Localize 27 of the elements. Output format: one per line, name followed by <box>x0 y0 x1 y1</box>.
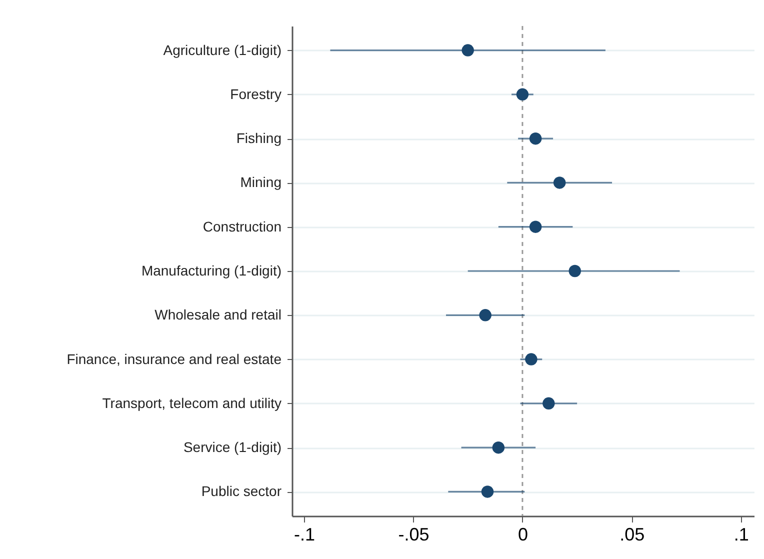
point <box>529 132 542 145</box>
point <box>529 220 542 233</box>
y-tick-label: Transport, telecom and utility <box>102 394 282 411</box>
x-tick-label: -.1 <box>294 524 316 544</box>
point <box>525 353 538 366</box>
point <box>516 88 529 101</box>
point <box>479 309 492 322</box>
y-tick-label: Fishing <box>236 130 282 146</box>
y-tick-label: Manufacturing (1-digit) <box>141 262 282 278</box>
point <box>492 441 505 454</box>
y-tick-label: Forestry <box>230 86 282 102</box>
point <box>542 397 555 410</box>
y-tick-label: Agriculture (1-digit) <box>163 42 282 58</box>
x-tick-label: .05 <box>620 524 645 544</box>
y-tick-label: Construction <box>202 218 282 234</box>
y-tick-label: Wholesale and retail <box>154 306 282 323</box>
x-tick-label: 0 <box>518 524 528 544</box>
point <box>481 486 494 498</box>
y-tick-label: Finance, insurance and real estate <box>66 350 282 367</box>
y-tick-label: Public sector <box>201 483 282 500</box>
x-tick-label: -.05 <box>398 524 430 544</box>
x-tick-label: .1 <box>734 524 749 544</box>
point <box>462 44 474 56</box>
point <box>568 264 582 278</box>
y-tick-label: Service (1-digit) <box>183 439 282 456</box>
y-tick-label: Mining <box>240 174 282 190</box>
point <box>553 176 566 189</box>
